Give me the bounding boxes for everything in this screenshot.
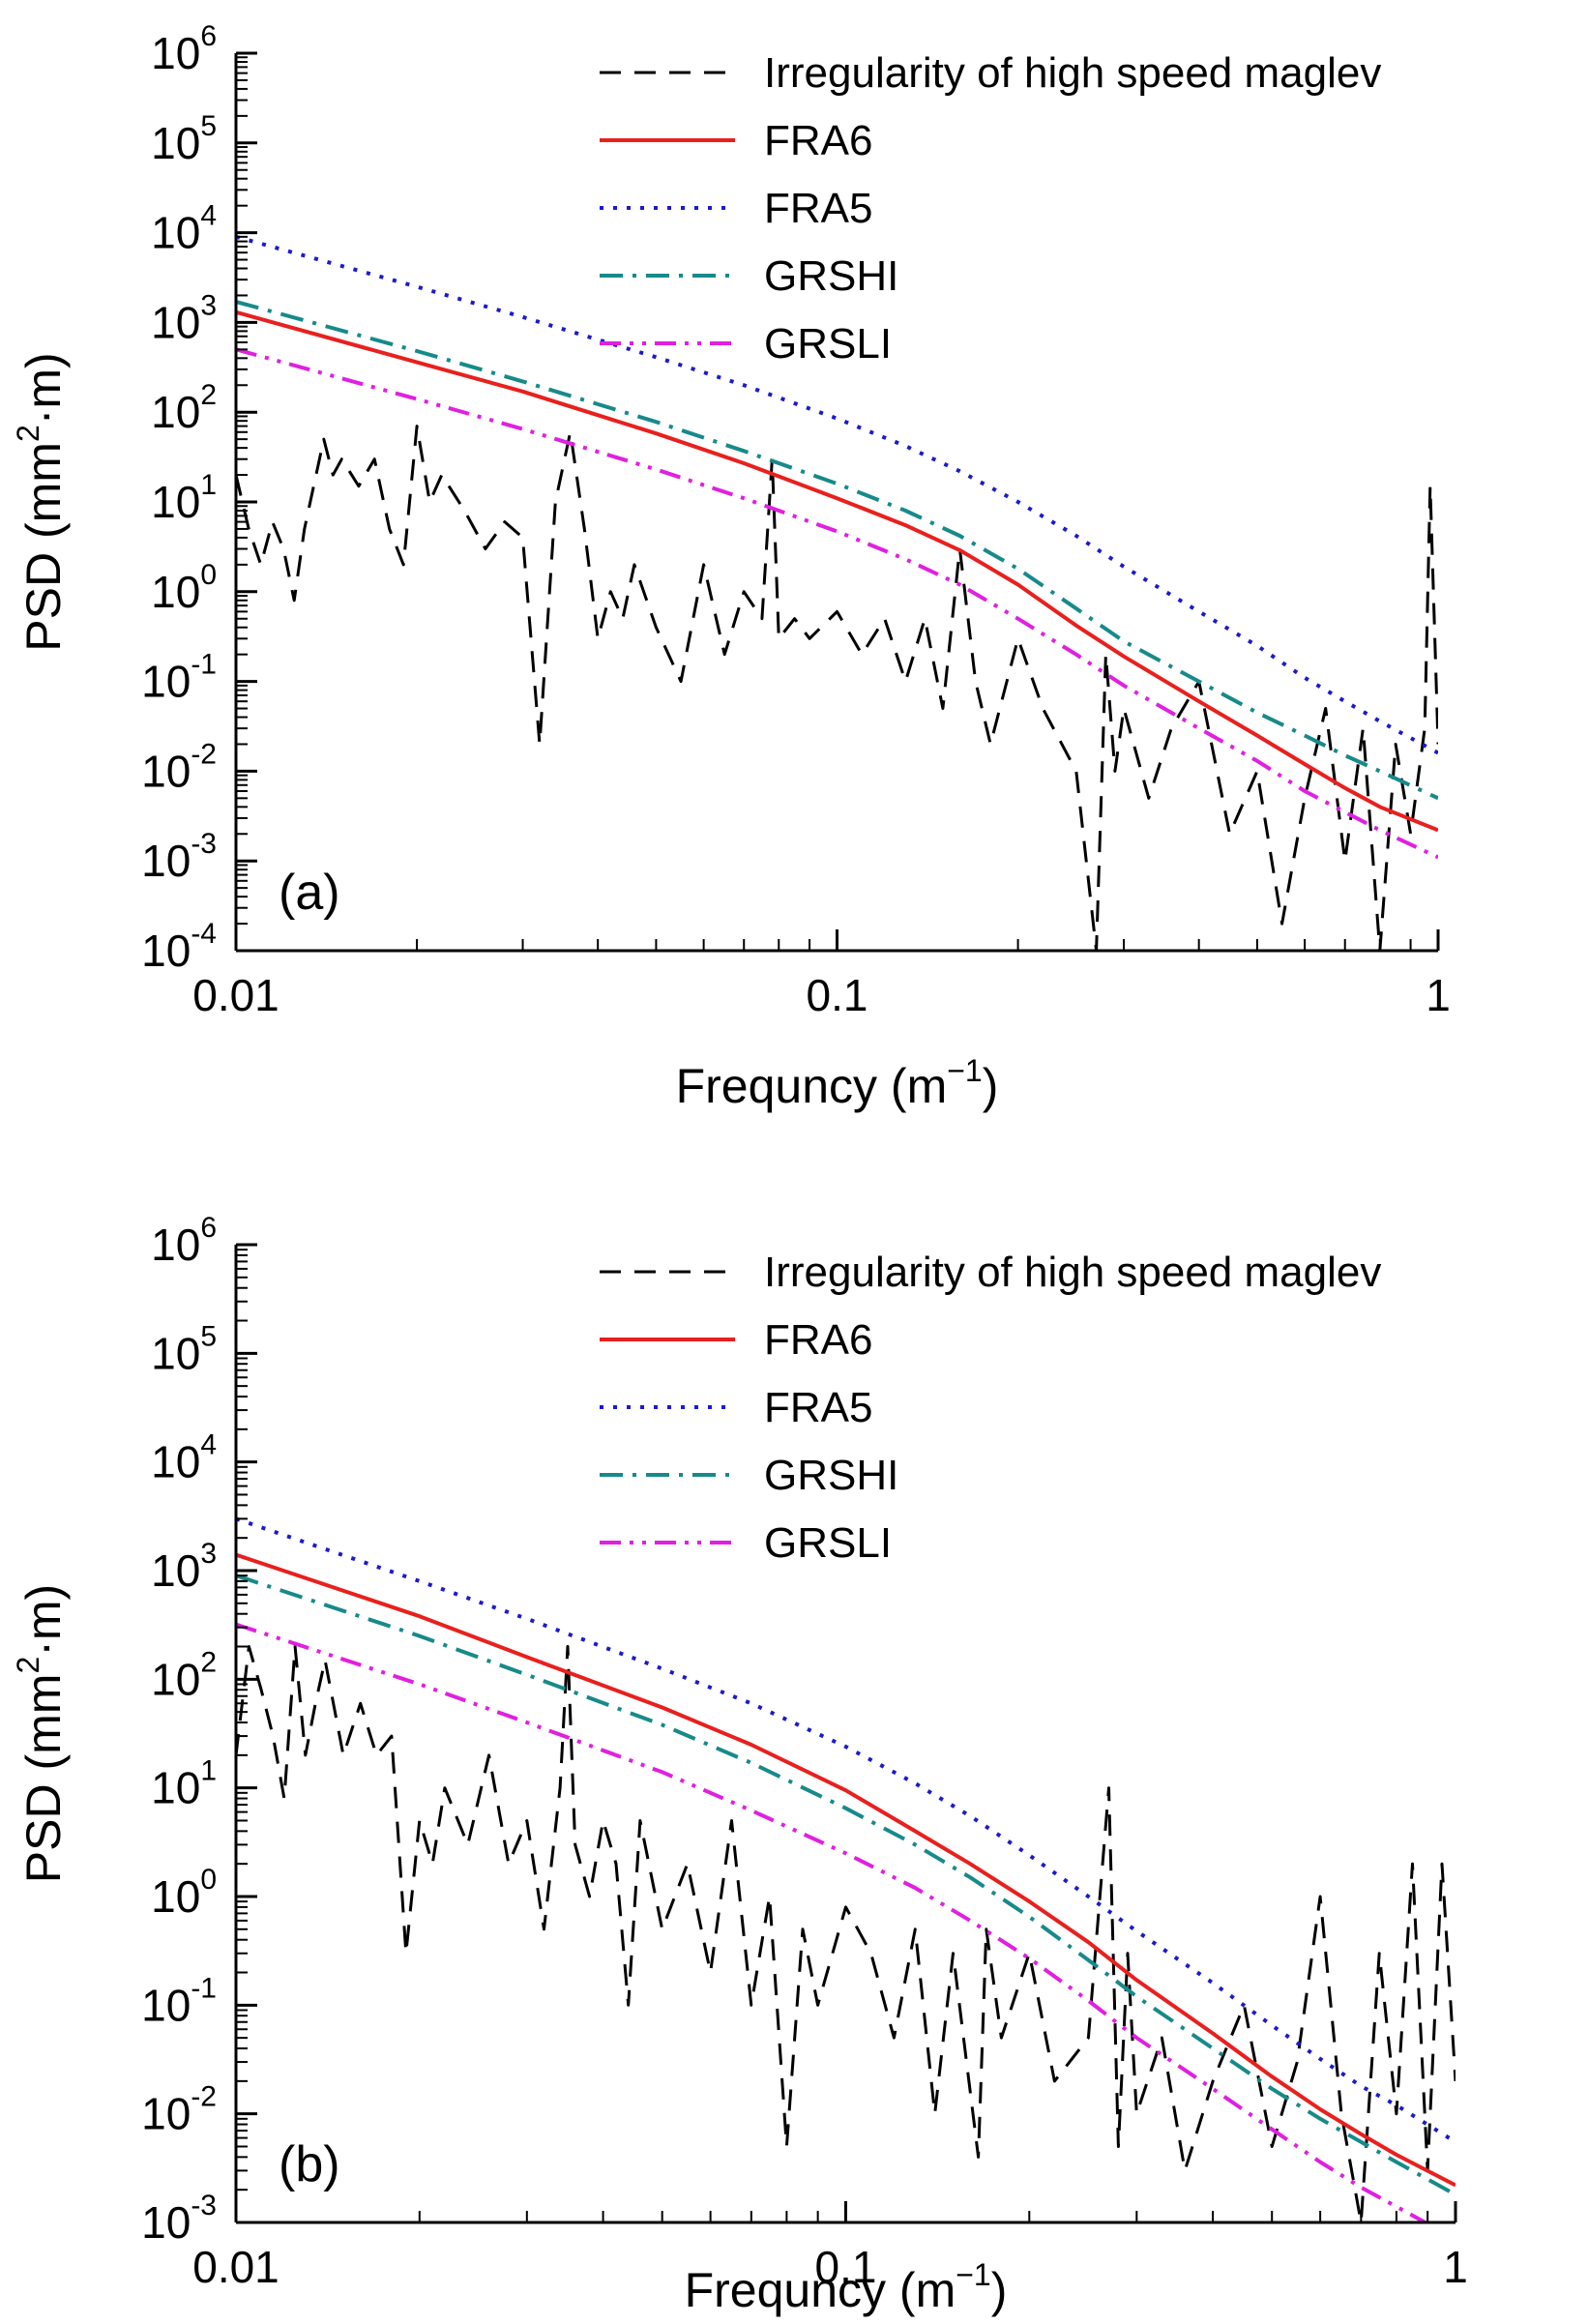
series-line-irregularity-of-high-speed-maglev bbox=[236, 1645, 1456, 2222]
y-tick-label: 100 bbox=[151, 1864, 217, 1922]
legend-label: GRSLI bbox=[764, 320, 892, 368]
y-tick-label: 100 bbox=[151, 559, 217, 617]
chart-panel-a: 0.01 0.1 1 10-4 10-3 10-2 10-1 100 101 102 103 104 1… bbox=[11, 20, 1451, 1113]
y-tick-label: 106 bbox=[151, 20, 217, 78]
series-line-irregularity-of-high-speed-maglev bbox=[236, 425, 1438, 951]
y-tick-label: 104 bbox=[151, 200, 217, 258]
y-axis-label: PSD (mm2·m) bbox=[11, 352, 71, 651]
y-tick-label: 10-4 bbox=[141, 918, 217, 976]
series-line-fra6 bbox=[236, 309, 1438, 833]
series-group bbox=[236, 234, 1438, 951]
panel-label: (b) bbox=[279, 2136, 340, 2192]
x-axis-label: Frequncy (m−1) bbox=[685, 2257, 1008, 2317]
y-tick-label: 10-2 bbox=[141, 738, 217, 796]
y-tick-label: 101 bbox=[151, 1755, 217, 1813]
legend-label: FRA6 bbox=[764, 117, 872, 164]
x-tick-label: 1 bbox=[1443, 2242, 1468, 2292]
y-tick-label: 105 bbox=[151, 1320, 217, 1378]
y-tick-label: 101 bbox=[151, 469, 217, 527]
y-tick-label: 10-3 bbox=[141, 828, 217, 886]
x-tick-label: 0.1 bbox=[815, 2242, 877, 2292]
legend: Irregularity of high speed maglev FRA6 FRA… bbox=[600, 49, 1381, 368]
legend-label: GRSHI bbox=[764, 252, 898, 300]
legend: Irregularity of high speed maglev FRA6 FRA… bbox=[600, 1249, 1381, 1567]
y-tick-label: 10-1 bbox=[141, 649, 217, 707]
series-line-fra5 bbox=[236, 234, 1438, 755]
legend-label: FRA5 bbox=[764, 1384, 872, 1431]
chart-panel-b: 0.01 0.1 1 10-3 10-2 10-1 100 101 102 103 104 105 10… bbox=[11, 1212, 1468, 2317]
y-tick-label: 106 bbox=[151, 1212, 217, 1270]
y-tick-label: 102 bbox=[151, 379, 217, 437]
panel-label: (a) bbox=[279, 865, 340, 921]
y-tick-label: 10-1 bbox=[141, 1972, 217, 2030]
legend-label: Irregularity of high speed maglev bbox=[764, 49, 1381, 97]
x-tick-label: 0.1 bbox=[807, 970, 868, 1020]
y-tick-label: 104 bbox=[151, 1429, 217, 1487]
legend-label: FRA6 bbox=[764, 1316, 872, 1364]
series-line-grshi bbox=[236, 1574, 1456, 2197]
x-tick-label: 0.01 bbox=[192, 2242, 279, 2292]
series-line-grsli bbox=[236, 1622, 1429, 2222]
y-tick-label: 103 bbox=[151, 289, 217, 347]
y-tick-label: 105 bbox=[151, 110, 217, 168]
legend-label: FRA5 bbox=[764, 185, 872, 232]
legend-label: GRSHI bbox=[764, 1452, 898, 1499]
y-tick-label: 102 bbox=[151, 1646, 217, 1704]
x-tick-label: 0.01 bbox=[192, 970, 279, 1020]
series-line-grshi bbox=[236, 300, 1438, 801]
legend-label: Irregularity of high speed maglev bbox=[764, 1249, 1381, 1296]
series-line-fra6 bbox=[236, 1552, 1456, 2188]
y-tick-label: 103 bbox=[151, 1538, 217, 1596]
series-line-grsli bbox=[236, 347, 1438, 860]
y-tick-label: 10-3 bbox=[141, 2190, 217, 2248]
x-axis-label: Frequncy (m−1) bbox=[676, 1053, 999, 1113]
x-tick-label: 1 bbox=[1426, 970, 1451, 1020]
series-group bbox=[236, 1516, 1456, 2222]
y-tick-label: 10-2 bbox=[141, 2081, 217, 2139]
legend-label: GRSLI bbox=[764, 1519, 892, 1567]
y-axis-label: PSD (mm2·m) bbox=[11, 1584, 71, 1883]
